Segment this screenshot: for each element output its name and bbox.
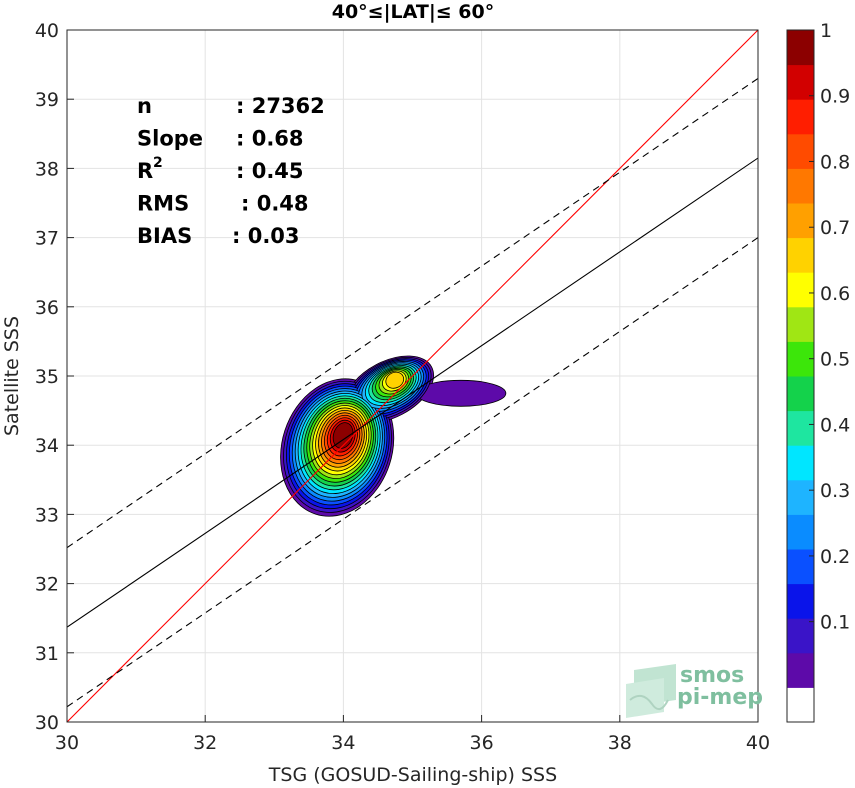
- colorbar-tick-label: 0.9: [820, 86, 850, 108]
- contour-secondary: [385, 371, 405, 389]
- y-tick-label: 38: [35, 158, 59, 180]
- x-tick-label: 30: [55, 732, 79, 754]
- regression-line: [67, 157, 758, 628]
- y-tick-label: 36: [35, 297, 59, 319]
- colorbar-tick-label: 0.3: [820, 480, 850, 502]
- stat-value: : 0.45: [236, 159, 304, 183]
- colorbar: 0.1 0.2 0.3 0.4 0.5 0.6 0.7 0.8 0.9 1: [786, 20, 850, 723]
- x-tick-label: 36: [470, 732, 494, 754]
- identity-line: [67, 30, 758, 722]
- colorbar-segment: [787, 203, 814, 239]
- stat-value: : 27362: [236, 94, 325, 118]
- grid: [66, 29, 759, 723]
- stat-label: RMS: [137, 192, 189, 216]
- stat-value: : 0.48: [241, 192, 309, 216]
- colorbar-tick-label: 1: [820, 20, 832, 42]
- colorbar-segment: [787, 687, 814, 723]
- x-tick-label: 38: [608, 732, 632, 754]
- lower-bound-line: [67, 237, 758, 708]
- y-tick-label: 34: [35, 435, 59, 457]
- x-axis-ticks: 30 32 34 36 38 40: [55, 715, 770, 754]
- stat-label-sup: 2: [153, 155, 163, 171]
- colorbar-tick-label: 0.8: [820, 151, 850, 173]
- colorbar-segment: [787, 445, 814, 481]
- stat-value: : 0.03: [232, 224, 300, 248]
- contour-level-19: [332, 422, 354, 449]
- contour-main: [332, 422, 354, 449]
- x-tick-label: 32: [193, 732, 217, 754]
- reference-lines: [67, 30, 758, 722]
- y-tick-label: 30: [35, 712, 59, 734]
- colorbar-segment: [787, 168, 814, 204]
- colorbar-segment: [787, 549, 814, 585]
- colorbar-segment: [787, 272, 814, 308]
- colorbar-frame: [786, 29, 815, 723]
- colorbar-tick-label: 0.2: [820, 546, 850, 568]
- colorbar-tick-label: 0.5: [820, 349, 850, 371]
- y-tick-label: 40: [35, 20, 59, 42]
- stat-label: Slope: [137, 127, 203, 151]
- y-tick-label: 37: [35, 228, 59, 250]
- colorbar-segment: [787, 133, 814, 169]
- stat-label: R: [137, 159, 153, 183]
- colorbar-tick-label: 0.1: [820, 612, 850, 634]
- colorbar-segment: [787, 99, 814, 135]
- y-axis-ticks: 30 31 32 33 34 35 36 37 38 39 40: [35, 20, 74, 734]
- colorbar-segment: [787, 410, 814, 446]
- x-axis-label: TSG (GOSUD-Sailing-ship) SSS: [268, 764, 557, 786]
- colorbar-segment: [787, 30, 814, 66]
- logo-waves-icon: [626, 664, 676, 718]
- x-tick-label: 40: [746, 732, 770, 754]
- stats-box: n : 27362 Slope : 0.68 R 2 : 0.45 RMS : 0.48 BIAS…: [137, 94, 325, 248]
- colorbar-segment: [787, 652, 814, 688]
- y-tick-label: 32: [35, 574, 59, 596]
- colorbar-tick-label: 0.7: [820, 217, 850, 239]
- colorbar-segment: [787, 479, 814, 515]
- upper-bound-line: [67, 77, 758, 549]
- logo-line2: pi-mep: [677, 685, 763, 710]
- colorbar-segment: [787, 514, 814, 550]
- x-tick-label: 34: [331, 732, 355, 754]
- colorbar-segment: [787, 64, 814, 100]
- colorbar-tick-label: 0.6: [820, 283, 850, 305]
- logo-line1: smos: [680, 663, 744, 688]
- y-tick-label: 39: [35, 89, 59, 111]
- stat-label: BIAS: [137, 224, 192, 248]
- stat-value: : 0.68: [236, 127, 304, 151]
- colorbar-segment: [787, 237, 814, 273]
- smos-logo: smos pi-mep: [626, 663, 763, 718]
- y-axis-label: Satellite SSS: [1, 316, 23, 436]
- chart-title: 40°≤|LAT|≤ 60°: [332, 1, 495, 23]
- colorbar-segment: [787, 618, 814, 654]
- colorbar-segment: [787, 376, 814, 412]
- y-tick-label: 35: [35, 366, 59, 388]
- y-tick-label: 33: [35, 504, 59, 526]
- y-tick-label: 31: [35, 643, 59, 665]
- density-contours: [280, 355, 507, 517]
- colorbar-segment: [787, 306, 814, 342]
- stat-label: n: [137, 94, 152, 118]
- colorbar-segment: [787, 583, 814, 619]
- colorbar-tick-label: 0.4: [820, 414, 850, 436]
